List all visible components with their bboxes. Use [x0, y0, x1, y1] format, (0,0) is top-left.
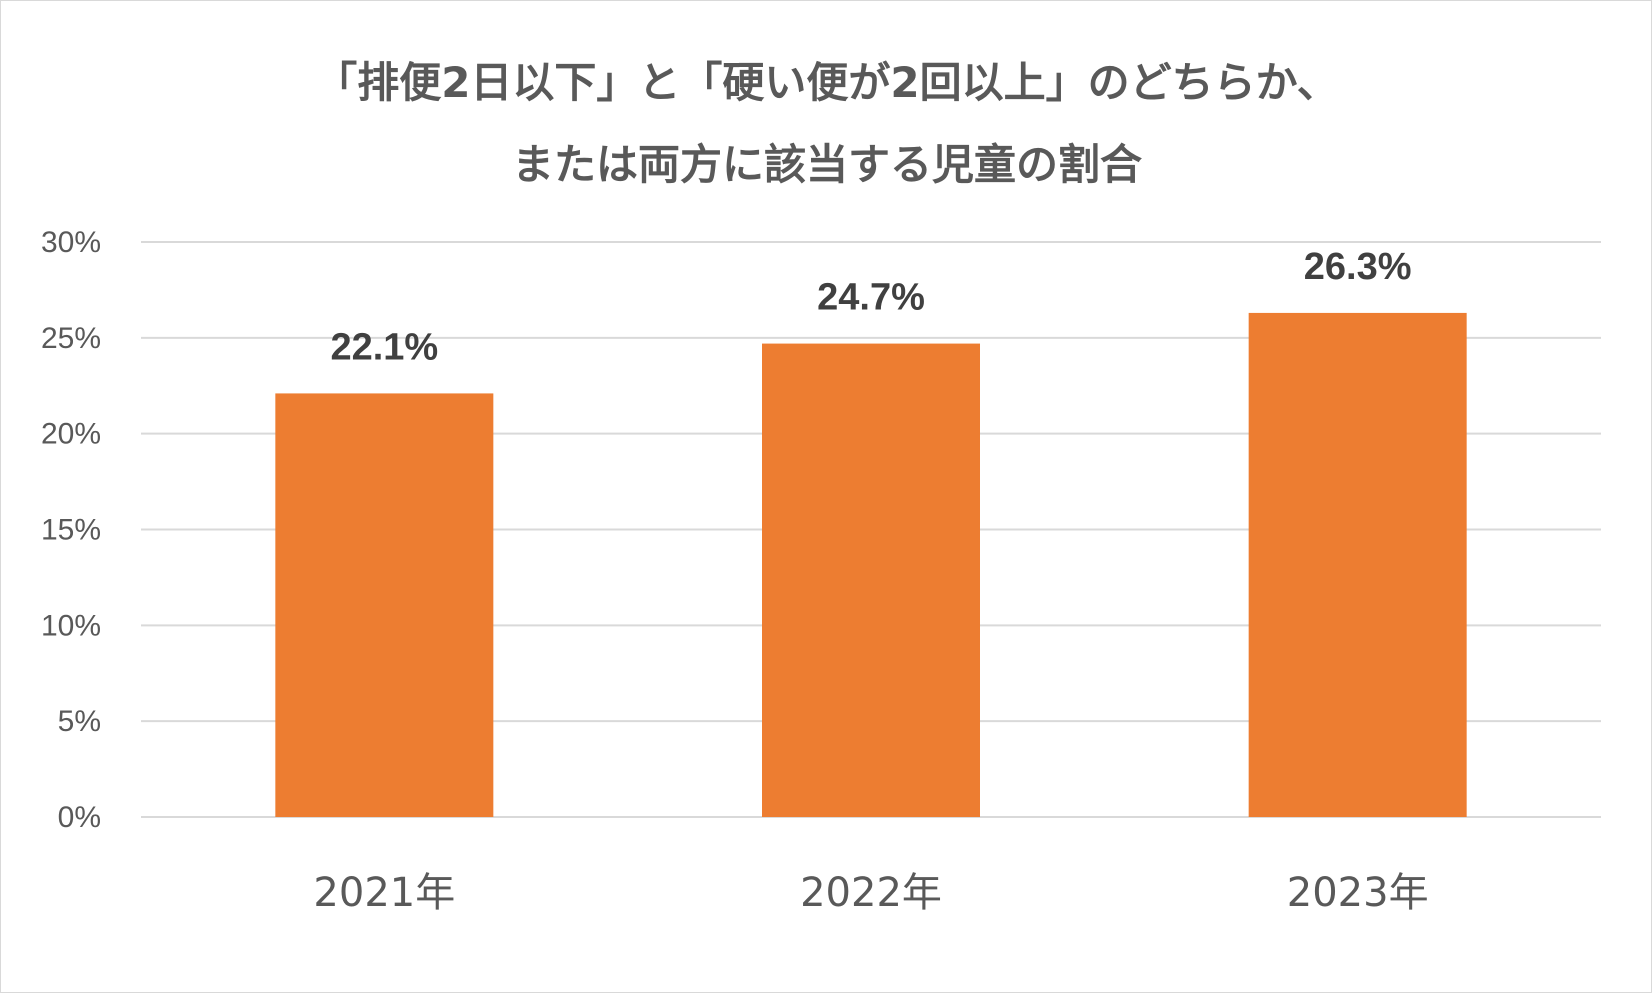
data-labels: 22.1% 24.7% 26.3% [330, 246, 1411, 369]
data-label: 22.1% [330, 326, 438, 368]
bar [1248, 312, 1467, 817]
bars [275, 312, 1467, 817]
bar [762, 343, 980, 817]
y-tick-label: 10% [41, 609, 101, 642]
data-label: 24.7% [817, 277, 925, 319]
y-tick-label: 30% [41, 226, 101, 259]
x-category-label: 2021年 [313, 870, 455, 916]
y-tick-label: 25% [41, 322, 101, 355]
y-tick-label: 20% [41, 418, 101, 451]
y-tick-label: 15% [41, 514, 101, 547]
chart-title-line-1: 「排便2日以下」と「硬い便が2回以上」のどちらか、 [315, 58, 1339, 107]
chart-title-line-2: または両方に該当する児童の割合 [511, 140, 1142, 189]
y-tick-label: 5% [58, 705, 101, 738]
data-label: 26.3% [1304, 246, 1412, 288]
x-axis-categories: 2021年 2022年 2023年 [313, 870, 1428, 916]
y-axis-ticks: 0% 5% 10% 15% 20% 25% 30% [41, 226, 101, 834]
x-category-label: 2023年 [1287, 870, 1429, 916]
bar [275, 393, 494, 817]
x-category-label: 2022年 [800, 870, 942, 916]
y-tick-label: 0% [58, 801, 101, 834]
